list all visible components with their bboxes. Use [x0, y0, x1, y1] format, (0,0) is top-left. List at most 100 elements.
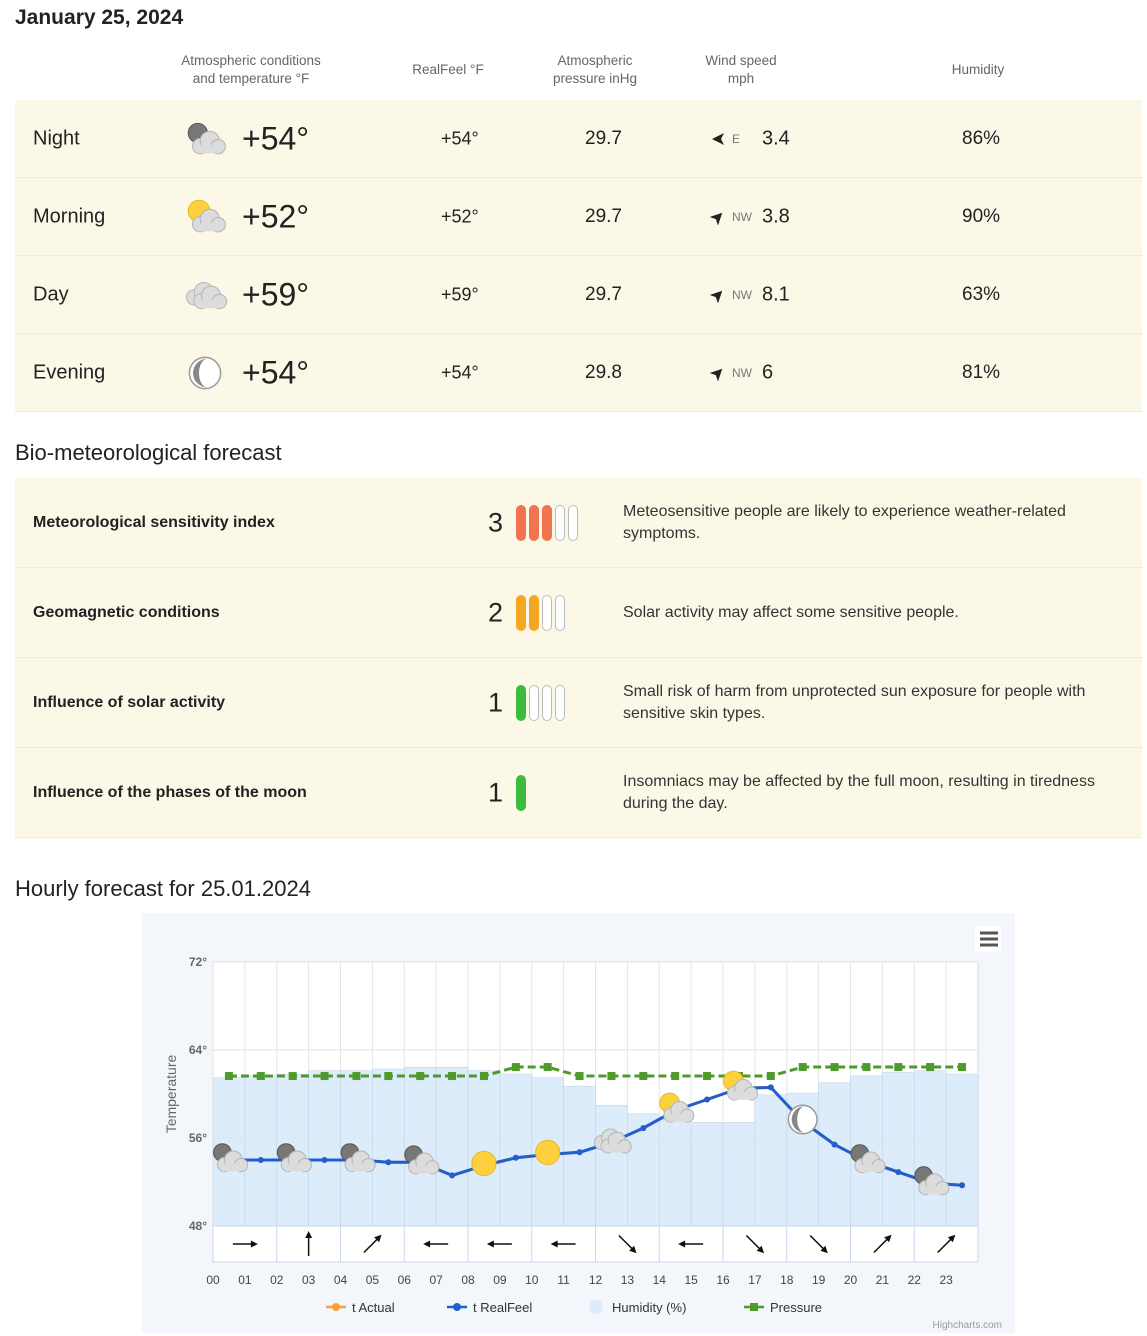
- pressure-marker: [958, 1063, 967, 1072]
- legend-symbol: [453, 1303, 461, 1311]
- x-tick-label: 06: [398, 1273, 412, 1287]
- pressure-marker: [607, 1072, 616, 1081]
- legend-item[interactable]: Pressure: [744, 1300, 822, 1315]
- menu-button[interactable]: [975, 926, 1001, 952]
- humidity-bar: [563, 1085, 596, 1227]
- period: Evening: [33, 361, 106, 383]
- wind-arrow: [423, 1240, 449, 1248]
- level-bars: [516, 594, 565, 631]
- pressure: 29.7: [585, 283, 622, 305]
- moon-shade: [791, 1106, 805, 1133]
- column-header: Wind speed mph: [705, 53, 777, 86]
- weather-icon: [535, 1139, 561, 1166]
- level-slot: [529, 594, 539, 631]
- level-slot: [542, 504, 552, 541]
- chart: 48° 56° 64° 72° Temperature 00 01 02 03 04 05 06 07 0…: [142, 913, 1015, 1333]
- pressure-marker: [671, 1072, 680, 1081]
- arrow-head: [678, 1240, 686, 1248]
- bio-name: Influence of solar activity: [33, 693, 226, 711]
- column-header: Atmospheric pressure inHg: [552, 53, 638, 86]
- weather-icon: [404, 1145, 440, 1175]
- bio-table: Meteorological sensitivity index 3 Meteose…: [15, 478, 1142, 838]
- pressure-marker: [862, 1063, 871, 1072]
- x-tick-label: 08: [461, 1273, 475, 1287]
- wind-speed: 3.4: [762, 127, 790, 149]
- bio-row: Meteorological sensitivity index 3 Meteose…: [15, 478, 1142, 568]
- humidity-bar: [882, 1072, 915, 1227]
- bio-name: Influence of the phases of the moon: [33, 783, 307, 801]
- cloud-part: [857, 1164, 882, 1173]
- wind-direction: E: [732, 131, 741, 146]
- legend-item[interactable]: Humidity (%): [589, 1300, 686, 1315]
- pressure: 29.8: [585, 361, 622, 383]
- cloud: [192, 130, 226, 154]
- level-slot: [516, 684, 526, 721]
- pressure-marker: [384, 1072, 393, 1081]
- wind-arrow: [710, 212, 723, 225]
- legend-item[interactable]: t RealFeel: [447, 1300, 532, 1315]
- pressure-marker: [256, 1072, 265, 1081]
- level-slot: [516, 774, 526, 811]
- temperature: +54°: [242, 354, 310, 390]
- bio-row: Geomagnetic conditions 2 Solar activity ma…: [15, 568, 1142, 658]
- arrow-head: [305, 1231, 313, 1238]
- date-title: January 25, 2024: [15, 6, 184, 29]
- forecast-row: Day +59° +59° 29.7 NW 8.1 63%: [15, 256, 1142, 334]
- weather-icon: [593, 1128, 632, 1154]
- x-tick-label: 16: [716, 1273, 730, 1287]
- temperature-marker: [321, 1157, 328, 1163]
- column-header: Atmospheric conditions and temperature °…: [181, 53, 321, 86]
- weather-icon: [186, 281, 228, 309]
- y-axis-title: Temperature: [163, 1054, 179, 1133]
- pressure-marker: [894, 1063, 903, 1072]
- level-slot: [516, 504, 526, 541]
- cloud: [193, 285, 228, 309]
- pressure: 29.7: [585, 205, 622, 227]
- x-tick-label: 13: [621, 1273, 635, 1287]
- realfeel: +59°: [441, 284, 479, 304]
- pressure-marker: [926, 1063, 935, 1072]
- cloud-part: [195, 144, 222, 153]
- arrow-head: [710, 290, 723, 303]
- wind-arrow: [678, 1240, 704, 1248]
- legend-label: t RealFeel: [473, 1300, 532, 1315]
- pressure-marker: [798, 1063, 807, 1072]
- moon-shade: [193, 358, 208, 387]
- x-tick-label: 15: [684, 1273, 698, 1287]
- weather-icon: [213, 1143, 249, 1173]
- temperature-marker: [959, 1182, 966, 1189]
- realfeel: +54°: [441, 362, 479, 382]
- y-tick-label: 72°: [189, 955, 207, 969]
- humidity-bar: [467, 1070, 501, 1227]
- wind-speed: 3.8: [762, 205, 790, 227]
- legend-label: Pressure: [770, 1300, 822, 1315]
- legend-label: t Actual: [352, 1300, 395, 1315]
- wind-arrow: [712, 132, 724, 145]
- cloud: [726, 1078, 759, 1101]
- level-bars: [516, 504, 578, 541]
- pressure-line: [228, 1065, 963, 1078]
- legend-item[interactable]: t Actual: [326, 1300, 395, 1315]
- level-slot: [542, 684, 552, 721]
- arrow-head: [423, 1240, 431, 1248]
- pressure-marker: [511, 1063, 520, 1072]
- cloud-part: [411, 1165, 436, 1174]
- cloud-part: [220, 1163, 245, 1172]
- humidity-bar: [690, 1122, 724, 1227]
- humidity-bar: [499, 1073, 533, 1227]
- legend-label: Humidity (%): [612, 1300, 686, 1315]
- pressure-marker: [575, 1072, 584, 1081]
- section-title: Bio-meteorological forecast: [15, 440, 282, 465]
- period: Day: [33, 283, 69, 305]
- y-tick-label: 56°: [189, 1131, 207, 1145]
- section-title: Hourly forecast for 25.01.2024: [15, 876, 311, 901]
- cloud-part: [666, 1114, 691, 1122]
- arrow-head: [486, 1240, 494, 1248]
- pressure-marker: [639, 1072, 648, 1081]
- temperature-marker: [576, 1149, 583, 1156]
- cloud-part: [603, 1144, 628, 1153]
- level-slot: [516, 594, 526, 631]
- period: Morning: [33, 205, 106, 227]
- legend-symbol: [589, 1300, 603, 1314]
- pressure-marker: [352, 1072, 361, 1081]
